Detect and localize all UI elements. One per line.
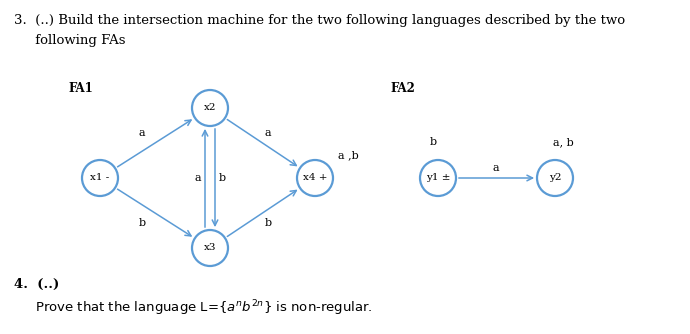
Text: x1 -: x1 - [90, 173, 110, 182]
Circle shape [420, 160, 456, 196]
Text: Prove that the language L={$a^n b^{2n}$} is non-regular.: Prove that the language L={$a^n b^{2n}$}… [14, 298, 373, 318]
Text: a ,b: a ,b [337, 150, 358, 160]
Circle shape [192, 230, 228, 266]
Text: a: a [139, 128, 146, 138]
Circle shape [297, 160, 333, 196]
Circle shape [192, 90, 228, 126]
Text: FA1: FA1 [68, 82, 92, 95]
Text: b: b [264, 218, 272, 228]
Text: b: b [139, 218, 146, 228]
Text: a: a [195, 173, 201, 183]
Text: a: a [493, 163, 500, 173]
Text: a: a [265, 128, 271, 138]
Text: 4.  (..): 4. (..) [14, 278, 59, 291]
Text: y2: y2 [549, 173, 561, 182]
Text: x3: x3 [204, 243, 216, 253]
Text: following FAs: following FAs [14, 34, 126, 47]
Text: 3.  (..) Build the intersection machine for the two following languages describe: 3. (..) Build the intersection machine f… [14, 14, 625, 27]
Text: x4 +: x4 + [303, 173, 327, 182]
Circle shape [537, 160, 573, 196]
Text: y1 ±: y1 ± [426, 173, 451, 182]
Circle shape [82, 160, 118, 196]
Text: b: b [429, 137, 437, 147]
Text: b: b [219, 173, 226, 183]
Text: x2: x2 [204, 104, 216, 113]
Text: a, b: a, b [553, 137, 573, 147]
Text: FA2: FA2 [390, 82, 415, 95]
